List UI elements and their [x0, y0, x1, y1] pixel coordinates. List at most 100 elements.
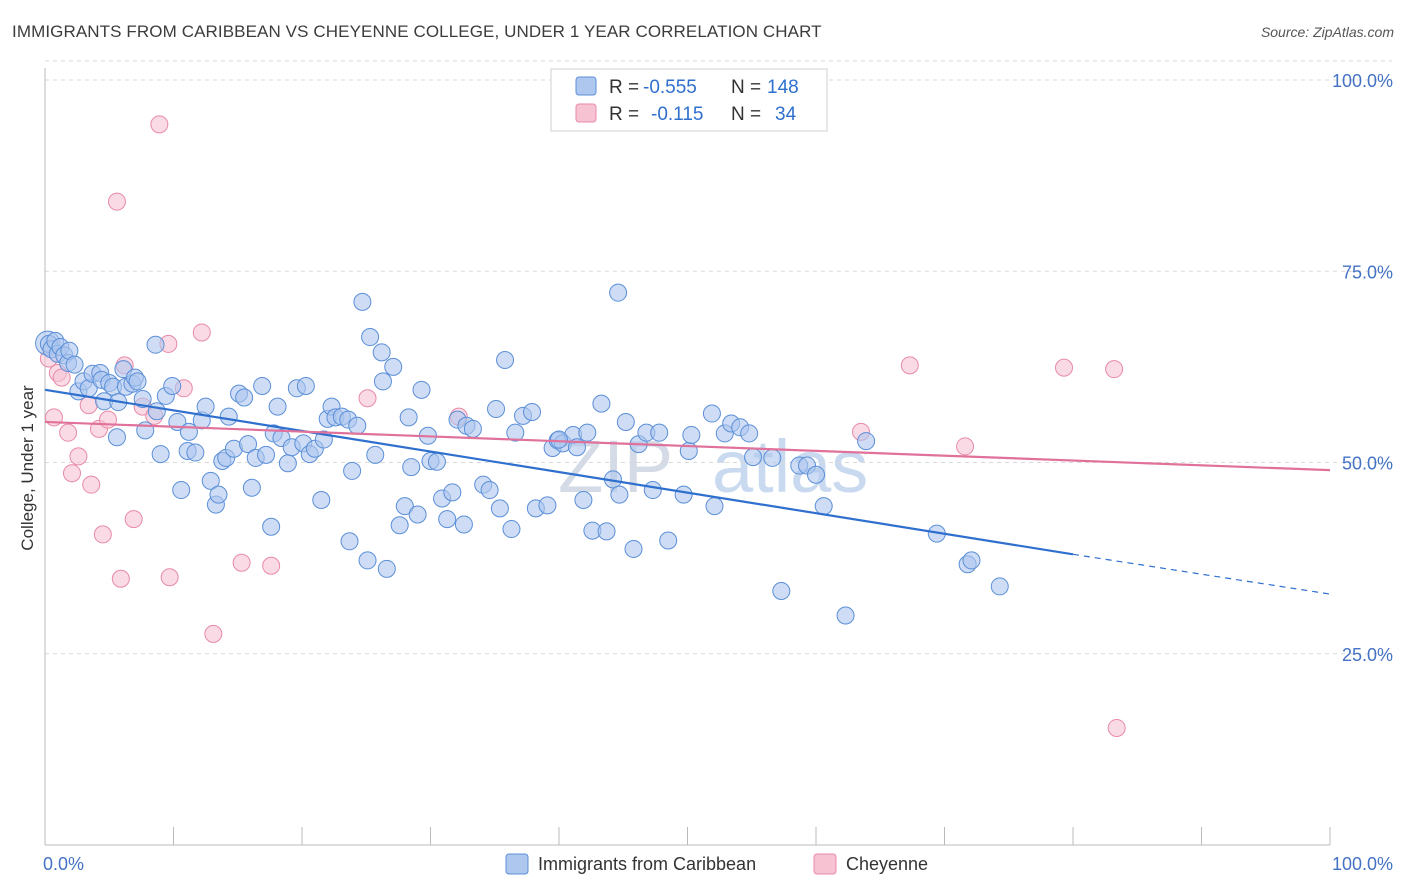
x-tick-label-max: 100.0% — [1332, 854, 1393, 874]
caribbean-point-137 — [763, 448, 782, 467]
caribbean-point-80 — [384, 357, 403, 376]
cheyenne-point-33 — [1107, 718, 1126, 737]
caribbean-point-125 — [650, 423, 669, 442]
caribbean-point-131 — [705, 497, 724, 516]
y-axis-title: College, Under 1 year — [18, 385, 37, 551]
caribbean-point-81 — [390, 516, 409, 535]
caribbean-point-30 — [163, 377, 182, 395]
caribbean-point-142 — [814, 497, 833, 516]
cheyenne-point-15 — [124, 510, 143, 529]
y-tick-label-50: 50.0% — [1342, 454, 1393, 474]
caribbean-point-102 — [502, 520, 521, 539]
caribbean-point-73 — [353, 292, 372, 311]
series-legend: Immigrants from Caribbean Cheyenne — [505, 853, 928, 875]
caribbean-point-82 — [395, 497, 414, 516]
caribbean-point-103 — [506, 423, 525, 442]
caribbean-point-107 — [538, 496, 557, 515]
caribbean-point-113 — [574, 490, 593, 509]
caribbean-point-72 — [348, 416, 367, 435]
bottom-legend-label-cheyenne: Cheyenne — [846, 854, 928, 874]
caribbean-point-138 — [772, 582, 791, 601]
caribbean-point-40 — [209, 485, 228, 504]
caribbean-point-148 — [990, 577, 1009, 596]
cheyenne-point-20 — [160, 568, 179, 587]
cheyenne-point-6 — [69, 447, 88, 466]
caribbean-point-99 — [487, 399, 506, 418]
cheyenne-point-25 — [262, 556, 281, 575]
legend-n-value-0: 148 — [767, 77, 799, 98]
caribbean-point-127 — [674, 485, 693, 504]
caribbean-point-144 — [857, 432, 876, 451]
caribbean-point-85 — [408, 505, 427, 524]
caribbean-point-8 — [65, 355, 84, 374]
caribbean-point-52 — [262, 517, 281, 536]
caribbean-point-141 — [807, 465, 825, 484]
caribbean-trend-line — [44, 388, 1074, 556]
y-tick-label-100: 100.0% — [1332, 71, 1393, 91]
caribbean-point-100 — [490, 499, 509, 518]
caribbean-point-96 — [463, 419, 482, 438]
legend-swatch-cheyenne — [575, 103, 597, 123]
caribbean-point-98 — [480, 481, 499, 500]
y-tick-label-75: 75.0% — [1342, 262, 1393, 282]
cheyenne-point-18 — [150, 115, 169, 134]
cheyenne-point-5 — [62, 464, 81, 483]
cheyenne-trend-line — [44, 420, 1331, 472]
caribbean-point-124 — [643, 481, 662, 500]
caribbean-point-136 — [744, 448, 763, 467]
caribbean-point-117 — [597, 522, 616, 541]
cheyenne-point-24 — [232, 553, 251, 572]
legend-r-value-0: -0.555 — [643, 77, 697, 98]
cheyenne-point-31 — [1055, 358, 1074, 377]
caribbean-point-63 — [312, 490, 331, 509]
caribbean-trend-extension — [1072, 553, 1331, 595]
cheyenne-point-30 — [956, 437, 975, 456]
correlation-legend: R = -0.555 N = 148 R = -0.115 N = 34 — [550, 68, 828, 132]
legend-r-value-1: -0.115 — [651, 104, 703, 125]
caribbean-point-89 — [427, 452, 446, 471]
bottom-legend-label-caribbean: Immigrants from Caribbean — [538, 854, 756, 874]
caribbean-point-83 — [399, 408, 418, 427]
x-tick-label-min: 0.0% — [43, 854, 84, 874]
caribbean-point-126 — [659, 531, 678, 550]
caribbean-point-84 — [402, 458, 421, 477]
caribbean-point-76 — [366, 445, 385, 464]
cheyenne-point-29 — [900, 356, 919, 375]
cheyenne-points — [39, 115, 1126, 737]
caribbean-point-43 — [219, 407, 238, 426]
caribbean-point-143 — [836, 606, 855, 625]
cheyenne-point-8 — [82, 475, 101, 494]
legend-n-label-0: N = — [731, 77, 761, 98]
cheyenne-point-12 — [107, 192, 126, 211]
caribbean-point-71 — [343, 461, 362, 480]
cheyenne-point-13 — [111, 569, 130, 588]
caribbean-point-101 — [496, 350, 515, 369]
bottom-legend-swatch-cheyenne — [813, 853, 837, 875]
legend-r-label-0: R = — [609, 77, 639, 98]
caribbean-point-119 — [610, 485, 629, 504]
legend-n-value-1: 34 — [775, 104, 797, 125]
caribbean-point-105 — [523, 403, 542, 422]
caribbean-point-28 — [151, 445, 170, 464]
caribbean-point-78 — [373, 372, 392, 391]
caribbean-point-23 — [128, 372, 147, 391]
caribbean-point-54 — [268, 397, 287, 416]
caribbean-point-149 — [550, 430, 568, 449]
cheyenne-point-26 — [358, 389, 377, 408]
y-tick-label-25: 25.0% — [1342, 645, 1393, 665]
cheyenne-point-22 — [192, 323, 211, 342]
caribbean-point-77 — [372, 343, 391, 362]
tick-labels: 25.0% 50.0% 75.0% 100.0% 0.0% 100.0% — [43, 71, 1393, 874]
caribbean-point-60 — [296, 377, 315, 395]
cheyenne-point-23 — [204, 624, 223, 643]
caribbean-points — [35, 283, 1009, 625]
caribbean-point-135 — [740, 424, 759, 443]
caribbean-point-48 — [242, 478, 261, 497]
caribbean-point-35 — [186, 443, 205, 462]
caribbean-point-56 — [278, 454, 297, 473]
caribbean-point-114 — [578, 423, 597, 442]
cheyenne-point-10 — [93, 525, 112, 544]
chart-title: IMMIGRANTS FROM CARIBBEAN VS CHEYENNE CO… — [12, 22, 822, 41]
caribbean-point-74 — [358, 551, 377, 570]
